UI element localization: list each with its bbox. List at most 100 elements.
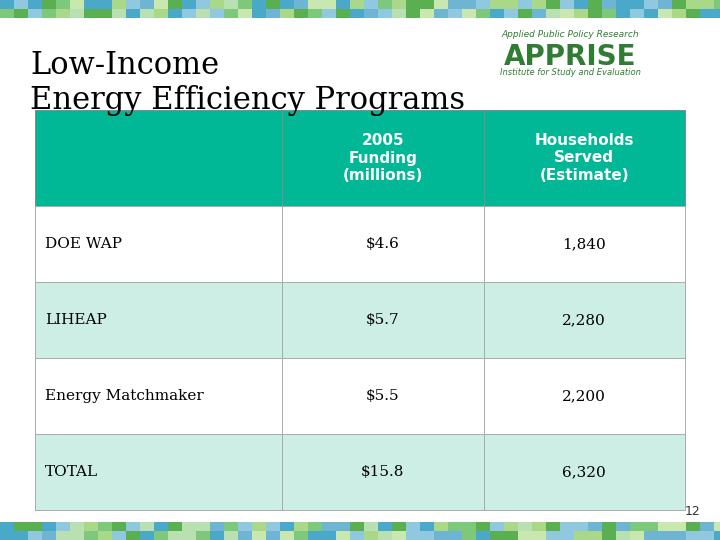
Bar — [210, 531, 224, 540]
Bar — [350, 0, 364, 9]
Bar — [252, 531, 266, 540]
Bar — [560, 531, 574, 540]
Bar — [714, 0, 720, 9]
Text: $5.5: $5.5 — [366, 389, 400, 403]
Bar — [420, 9, 434, 18]
Bar — [504, 0, 518, 9]
Bar — [140, 522, 154, 531]
Bar — [700, 531, 714, 540]
Bar — [210, 9, 224, 18]
Bar — [602, 0, 616, 9]
Bar — [154, 522, 168, 531]
Bar — [294, 522, 308, 531]
Bar — [140, 531, 154, 540]
Bar — [308, 0, 322, 9]
Bar — [686, 0, 700, 9]
Bar — [616, 9, 630, 18]
Bar — [252, 9, 266, 18]
Bar — [282, 110, 484, 206]
Bar — [280, 0, 294, 9]
Bar — [588, 531, 602, 540]
Bar — [35, 358, 282, 434]
Bar — [504, 9, 518, 18]
Bar — [98, 0, 112, 9]
Bar — [112, 9, 126, 18]
Bar — [644, 522, 658, 531]
Bar — [658, 531, 672, 540]
Text: 2,200: 2,200 — [562, 389, 606, 403]
Bar — [280, 9, 294, 18]
Bar — [630, 9, 644, 18]
Text: LIHEAP: LIHEAP — [45, 313, 107, 327]
Bar — [308, 522, 322, 531]
Text: Energy Matchmaker: Energy Matchmaker — [45, 389, 204, 403]
Bar — [406, 9, 420, 18]
Bar — [484, 358, 685, 434]
Bar — [35, 206, 282, 282]
Bar — [126, 0, 140, 9]
Bar — [518, 531, 532, 540]
Bar — [168, 531, 182, 540]
Bar — [490, 531, 504, 540]
Bar — [28, 0, 42, 9]
Bar — [70, 9, 84, 18]
Bar — [282, 358, 484, 434]
Bar — [350, 9, 364, 18]
Text: DOE WAP: DOE WAP — [45, 237, 122, 251]
Bar — [322, 9, 336, 18]
Bar — [560, 9, 574, 18]
Bar — [84, 531, 98, 540]
Bar — [574, 522, 588, 531]
Bar — [616, 531, 630, 540]
Bar — [560, 0, 574, 9]
Bar — [448, 531, 462, 540]
Bar — [406, 0, 420, 9]
Bar — [350, 522, 364, 531]
Bar — [0, 531, 14, 540]
Bar — [182, 0, 196, 9]
Bar — [602, 531, 616, 540]
Bar — [364, 9, 378, 18]
Bar — [126, 9, 140, 18]
Bar — [308, 9, 322, 18]
Bar — [420, 0, 434, 9]
Text: Energy Efficiency Programs: Energy Efficiency Programs — [30, 85, 465, 116]
Bar — [574, 9, 588, 18]
Bar — [266, 9, 280, 18]
Bar — [140, 0, 154, 9]
Text: $15.8: $15.8 — [361, 465, 405, 479]
Bar — [84, 9, 98, 18]
Bar — [644, 531, 658, 540]
Bar — [658, 522, 672, 531]
Bar — [282, 434, 484, 510]
Bar — [484, 282, 685, 358]
Bar — [112, 522, 126, 531]
Bar — [196, 9, 210, 18]
Text: $4.6: $4.6 — [366, 237, 400, 251]
Bar — [126, 531, 140, 540]
Bar — [616, 0, 630, 9]
Text: 2005
Funding
(millions): 2005 Funding (millions) — [343, 133, 423, 183]
Bar — [35, 282, 282, 358]
Bar — [714, 9, 720, 18]
Bar — [224, 0, 238, 9]
Bar — [168, 522, 182, 531]
Bar — [70, 522, 84, 531]
Bar — [266, 522, 280, 531]
Bar — [70, 531, 84, 540]
Bar — [672, 522, 686, 531]
Bar — [448, 0, 462, 9]
Bar — [518, 522, 532, 531]
Bar — [28, 522, 42, 531]
Bar — [224, 9, 238, 18]
Bar — [700, 9, 714, 18]
Bar — [588, 9, 602, 18]
Bar — [484, 110, 685, 206]
Bar — [658, 9, 672, 18]
Bar — [224, 522, 238, 531]
Bar — [378, 0, 392, 9]
Bar — [84, 522, 98, 531]
Bar — [630, 531, 644, 540]
Text: 1,840: 1,840 — [562, 237, 606, 251]
Bar — [0, 522, 14, 531]
